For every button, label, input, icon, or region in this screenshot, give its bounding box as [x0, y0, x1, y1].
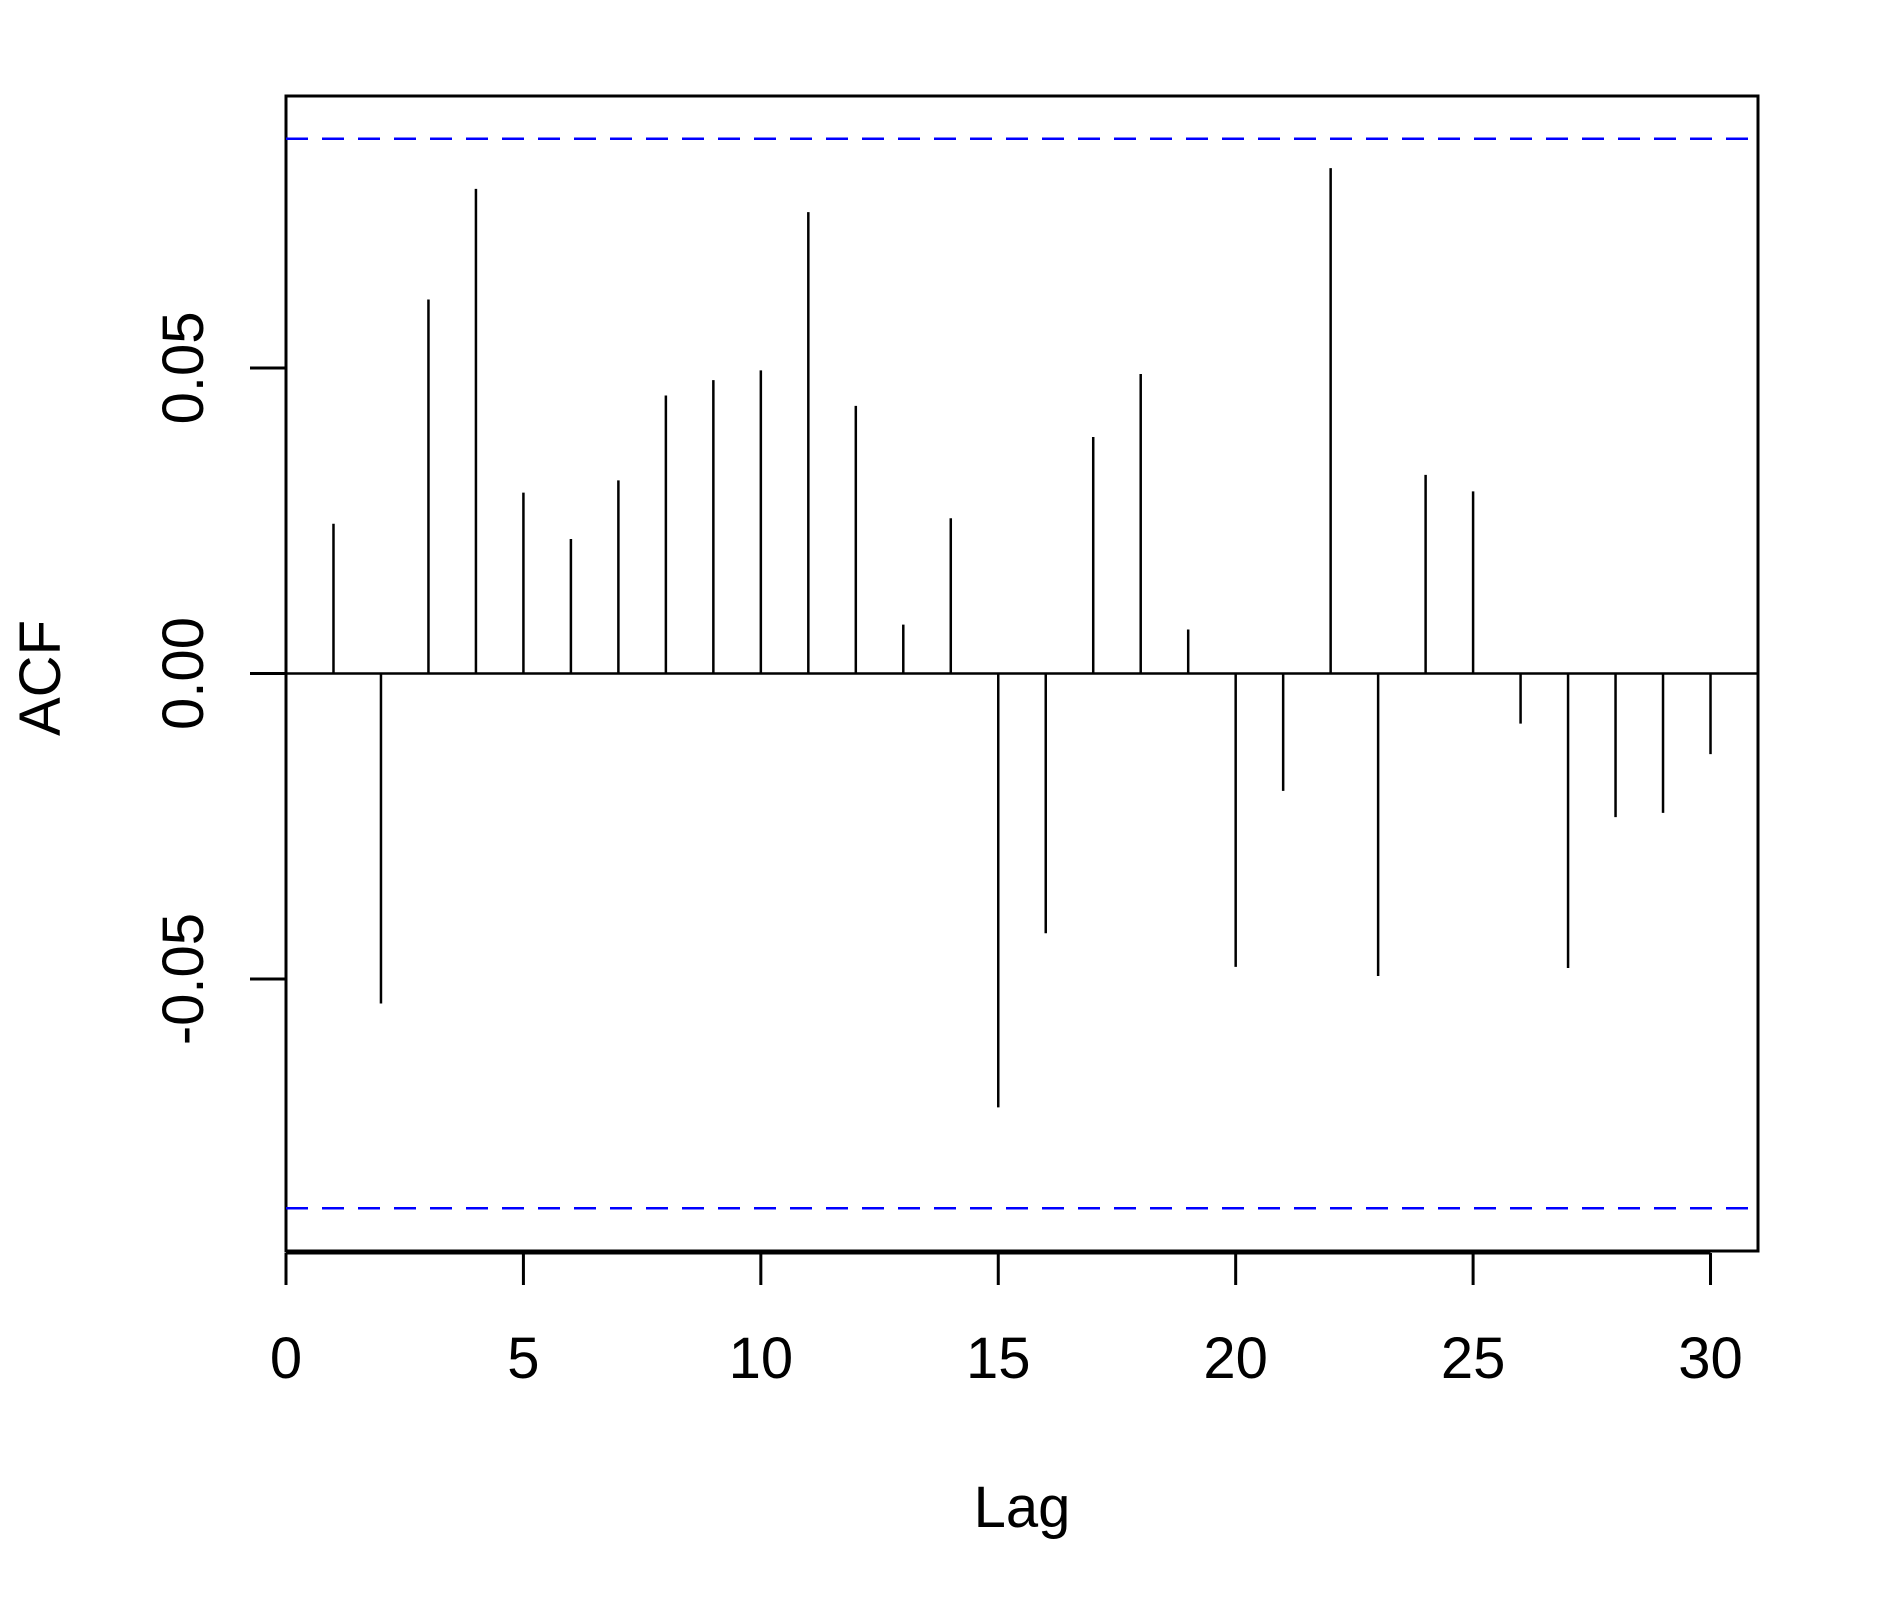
y-axis-label: ACF — [8, 620, 73, 736]
x-tick-label: 30 — [1678, 1326, 1743, 1391]
confidence-bounds — [286, 137, 1758, 1210]
x-tick-label: 5 — [507, 1326, 539, 1391]
x-tick-label: 20 — [1203, 1326, 1268, 1391]
x-tick-label: 0 — [270, 1326, 302, 1391]
x-tick-label: 25 — [1441, 1326, 1506, 1391]
y-tick-label: -0.05 — [151, 913, 216, 1045]
acf-bars — [332, 168, 1712, 1108]
y-axis: -0.05 0.00 0.05 — [151, 311, 288, 1045]
x-axis-label: Lag — [974, 1475, 1071, 1540]
x-tick-label: 10 — [729, 1326, 794, 1391]
x-tick-label: 15 — [966, 1326, 1031, 1391]
x-axis: 0 5 10 15 20 25 30 — [270, 1251, 1743, 1391]
y-tick-label: 0.00 — [151, 617, 216, 730]
y-tick-label: 0.05 — [151, 311, 216, 424]
